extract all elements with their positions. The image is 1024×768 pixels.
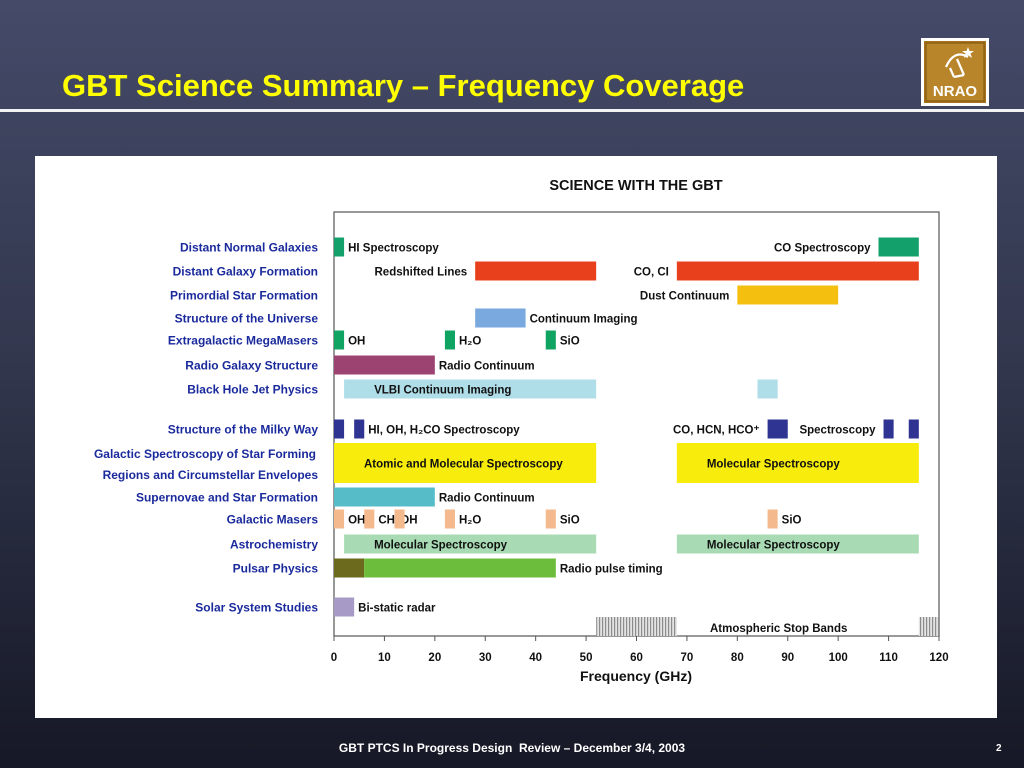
bar-label: HI Spectroscopy xyxy=(348,243,439,255)
bar-label: H₂O xyxy=(459,336,481,348)
bar-label: Molecular Spectroscopy xyxy=(707,540,841,552)
bar-label: Dust Continuum xyxy=(640,291,729,303)
bar-r11-b1 xyxy=(676,534,919,554)
bar-label: Molecular Spectroscopy xyxy=(707,459,841,471)
row-label: Primordial Star Formation xyxy=(170,289,318,303)
bar-r5-b0 xyxy=(334,355,435,375)
bar-label: Molecular Spectroscopy xyxy=(374,540,508,552)
bar-label: Atomic and Molecular Spectroscopy xyxy=(364,459,563,471)
bar-label: H₂O xyxy=(459,515,481,527)
x-tick-label: 80 xyxy=(731,652,744,664)
bar-label: Spectroscopy xyxy=(799,425,876,437)
row-label: Pulsar Physics xyxy=(233,562,319,576)
bar-r6-b1 xyxy=(757,379,778,399)
x-axis-title: Frequency (GHz) xyxy=(580,668,692,684)
x-tick-label: 50 xyxy=(580,652,593,664)
bar-r8-b1 xyxy=(676,443,919,483)
bar-label: CO, HCN, HCO⁺ xyxy=(673,425,760,437)
x-tick-label: 120 xyxy=(929,652,948,664)
bar-r7-b1 xyxy=(354,419,365,439)
bar-label: OH xyxy=(348,515,365,527)
bar-r12-b0 xyxy=(334,558,365,578)
bar-r10-b3 xyxy=(444,509,455,529)
nrao-logo: NRAO xyxy=(921,38,989,106)
bar-label: Continuum Imaging xyxy=(530,314,638,326)
bar-r10-b2 xyxy=(394,509,405,529)
nrao-logo-icon: NRAO xyxy=(924,41,986,103)
x-tick-label: 20 xyxy=(428,652,441,664)
x-tick-label: 60 xyxy=(630,652,643,664)
bar-r1-b1 xyxy=(676,261,919,281)
bar-label: SiO xyxy=(560,336,580,348)
x-tick-label: 90 xyxy=(781,652,794,664)
page-number: 2 xyxy=(996,743,1002,754)
bar-label: Redshifted Lines xyxy=(375,267,468,279)
row-label: Galactic Spectroscopy of Star Forming xyxy=(94,447,316,461)
bar-label: HI, OH, H₂CO Spectroscopy xyxy=(368,425,520,437)
row-label-line2: Regions and Circumstellar Envelopes xyxy=(103,468,319,482)
x-tick-label: 70 xyxy=(681,652,694,664)
row-label: Distant Galaxy Formation xyxy=(173,265,318,279)
bar-r0-b1 xyxy=(878,237,919,257)
bar-label: Radio pulse timing xyxy=(560,564,663,576)
x-tick-label: 100 xyxy=(829,652,848,664)
bar-r7-b0 xyxy=(334,419,345,439)
bar-r12-b1 xyxy=(364,558,556,578)
row-label: Solar System Studies xyxy=(195,601,318,615)
bar-r7-b2 xyxy=(767,419,788,439)
bar-r7-b3 xyxy=(883,419,894,439)
bar-r4-b2 xyxy=(545,330,556,350)
bar-label: Bi-static radar xyxy=(358,603,436,615)
stop-band-1 xyxy=(918,617,939,636)
bar-label: CO, CI xyxy=(634,267,669,279)
footer-text: GBT PTCS In Progress Design Review – Dec… xyxy=(338,741,686,755)
title-divider xyxy=(0,109,1024,112)
row-label: Structure of the Milky Way xyxy=(168,423,319,437)
bar-r10-b0 xyxy=(334,509,345,529)
bar-r10-b1 xyxy=(364,509,375,529)
bar-r9-b0 xyxy=(334,487,435,507)
bar-r11-b0 xyxy=(344,534,597,554)
stop-band-0 xyxy=(596,617,677,636)
chart-title: SCIENCE WITH THE GBT xyxy=(549,178,722,194)
x-tick-label: 10 xyxy=(378,652,391,664)
bar-r6-b0 xyxy=(344,379,597,399)
logo-text: NRAO xyxy=(933,83,977,100)
stop-band-label: Atmospheric Stop Bands xyxy=(710,623,847,635)
bar-label: SiO xyxy=(782,515,802,527)
slide-title: GBT Science Summary – Frequency Coverage xyxy=(62,68,745,103)
x-tick-label: 30 xyxy=(479,652,492,664)
bar-r10-b4 xyxy=(545,509,556,529)
bar-label: CO Spectroscopy xyxy=(774,243,871,255)
bar-r2-b0 xyxy=(737,285,839,305)
row-label: Extragalactic MegaMasers xyxy=(168,334,318,348)
row-label: Black Hole Jet Physics xyxy=(187,383,318,397)
row-label: Galactic Masers xyxy=(227,513,319,527)
x-tick-label: 40 xyxy=(529,652,542,664)
bar-r0-b0 xyxy=(334,237,345,257)
bar-label: Radio Continuum xyxy=(439,361,535,373)
bar-label: SiO xyxy=(560,515,580,527)
row-label: Radio Galaxy Structure xyxy=(185,359,318,373)
row-label: Structure of the Universe xyxy=(175,312,319,326)
frequency-coverage-chart: SCIENCE WITH THE GBT Atmospheric Stop Ban… xyxy=(94,178,949,684)
bar-r3-b0 xyxy=(475,308,526,328)
bar-r8-b0 xyxy=(334,443,597,483)
bar-r1-b0 xyxy=(475,261,597,281)
bar-label: Radio Continuum xyxy=(439,493,535,505)
chart-panel: SCIENCE WITH THE GBT Atmospheric Stop Ban… xyxy=(35,156,997,718)
x-tick-label: 110 xyxy=(879,652,898,664)
row-label: Distant Normal Galaxies xyxy=(180,241,318,255)
bar-label: VLBI Continuum Imaging xyxy=(374,385,511,397)
row-label: Supernovae and Star Formation xyxy=(136,491,318,505)
bar-r13-b0 xyxy=(334,597,355,617)
bar-r7-b4 xyxy=(908,419,919,439)
bar-r4-b0 xyxy=(334,330,345,350)
bar-r4-b1 xyxy=(444,330,455,350)
x-tick-label: 0 xyxy=(331,652,337,664)
bar-label: OH xyxy=(348,336,365,348)
bar-r10-b5 xyxy=(767,509,778,529)
row-label: Astrochemistry xyxy=(230,538,318,552)
